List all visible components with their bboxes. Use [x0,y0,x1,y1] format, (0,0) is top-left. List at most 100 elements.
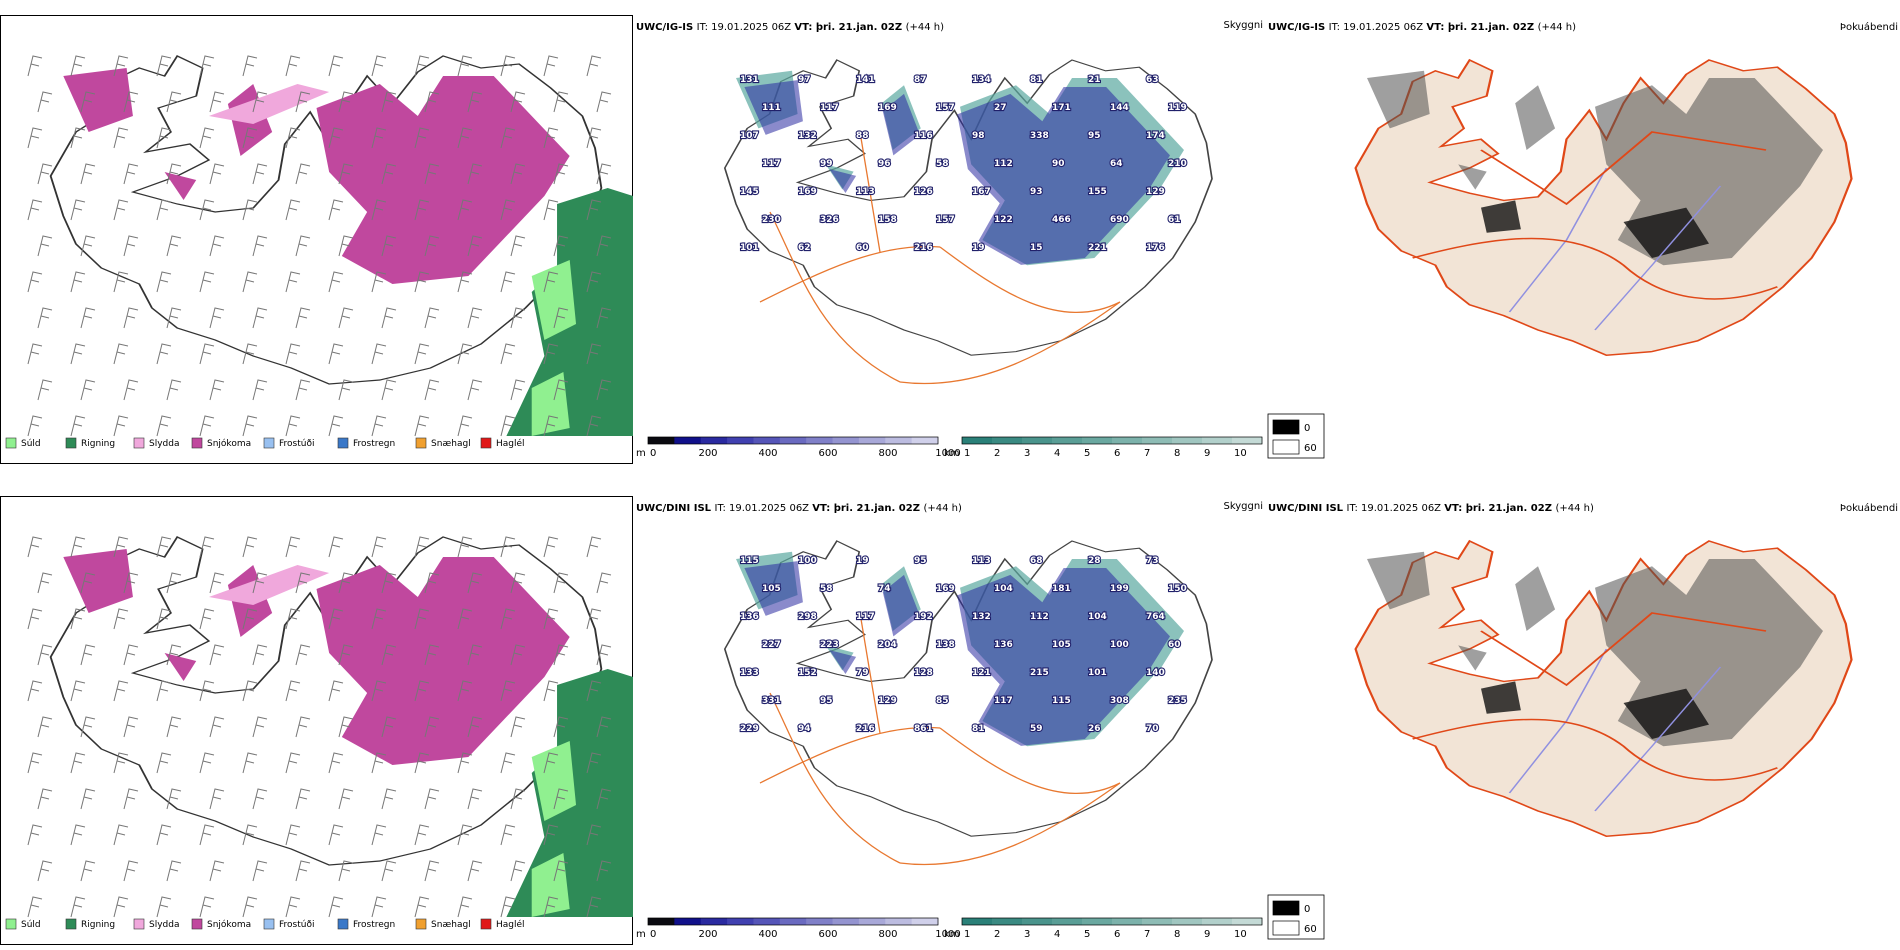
wind-barb [242,343,258,365]
height-label: 140 [1146,668,1165,678]
wind-barb [27,896,43,918]
wind-barb [252,644,268,666]
run-header: UWC/DINI ISL IT: 19.01.2025 06Z VT: þri.… [636,503,962,514]
wind-barb [371,680,387,702]
wind-barb [371,824,387,846]
wind-barb [500,415,516,437]
wind-barb [424,307,440,329]
legend-label: Frostúði [279,439,314,449]
wind-barb [457,199,473,221]
wind-barb [586,752,602,774]
height-label: 100 [798,556,817,566]
height-label: 298 [798,612,817,622]
colorbar-segment [753,437,781,444]
height-label: 192 [914,612,933,622]
wind-barb [467,307,483,329]
colorbar-tick: 8 [1174,929,1180,940]
dense-fog-area [1481,681,1709,739]
wind-barb [596,572,612,594]
height-label: 101 [740,243,759,253]
fog-legend-swatch [1272,419,1300,435]
wind-barb [252,788,268,810]
colorbar-segment [962,918,993,925]
wind-barb [543,536,559,558]
colorbar-segment [858,918,886,925]
wind-barb [500,896,516,918]
wind-barb [543,343,559,365]
wind-barb [414,752,430,774]
wind-barb [295,379,311,401]
wind-barb [242,896,258,918]
height-label: 216 [856,724,875,734]
colorbar-segment [1202,918,1233,925]
run-header: UWC/DINI ISL IT: 19.01.2025 06Z VT: þri.… [1268,503,1594,514]
wind-barb [596,788,612,810]
road [759,245,941,303]
road-network [759,131,1121,385]
height-label: 138 [936,640,955,650]
height-label: 128 [914,668,933,678]
colorbar-unit: km [944,929,960,940]
precip-type-legend: Súld Rigning Slydda Snjókoma Frostúði Frostre… [5,437,525,449]
wind-barb [338,788,354,810]
wind-barb [414,271,430,293]
fog-indicator-panel: UWC/IG-IS IT: 19.01.2025 06Z VT: þri. 21… [1268,21,1898,458]
wind-barb [510,307,526,329]
height-label: 58 [820,584,833,594]
wind-barb [27,199,43,221]
wind-barb [543,55,559,77]
wind-barb [500,824,516,846]
wind-barb [113,271,129,293]
wind-barb [543,415,559,437]
wind-barb [467,163,483,185]
wind-barb [295,572,311,594]
colorbar-tick: 9 [1204,929,1210,940]
wind-barb [457,55,473,77]
wind-barb [543,271,559,293]
wind-barb [209,860,225,882]
height-label: 61 [1168,215,1181,225]
road [1480,131,1767,206]
wind-barb [467,235,483,257]
height-label: 144 [1110,103,1129,113]
wind-barb [199,680,215,702]
wind-barb [510,860,526,882]
wind-barb [338,235,354,257]
wind-barb [70,536,86,558]
wind-barb [328,752,344,774]
wind-barb [295,716,311,738]
height-label: 95 [1088,131,1101,141]
height-label: 117 [762,159,781,169]
wind-barb [467,91,483,113]
colorbar-tick: 6 [1114,448,1120,459]
wind-barb [242,271,258,293]
height-label: 176 [1146,243,1165,253]
colorbar-tick: 400 [758,448,777,459]
legend-label: Snæhagl [431,920,471,930]
fog-indicator-panel: UWC/DINI ISL IT: 19.01.2025 06Z VT: þri.… [1268,502,1898,939]
height-label: 221 [1088,243,1107,253]
wind-barb [424,163,440,185]
height-label: 157 [936,215,955,225]
wind-barb [328,608,344,630]
wind-barb [424,379,440,401]
height-label: 59 [1030,724,1043,734]
wind-barb [199,896,215,918]
legend-swatch [5,437,17,449]
height-label: 81 [972,724,985,734]
wind-barb [37,163,53,185]
wind-barb [424,788,440,810]
wind-barb [285,608,301,630]
wind-barb [328,271,344,293]
road [899,301,1121,385]
wind-barb [381,235,397,257]
wind-barb [414,680,430,702]
wind-barb [381,379,397,401]
road-network [1412,612,1778,781]
panel-title-cloud: Skyggni [1223,501,1263,512]
wind-barb [252,716,268,738]
wind-barb [166,788,182,810]
panel-title-fog: Þokuábendi [1840,502,1898,514]
height-label: 79 [856,668,869,678]
